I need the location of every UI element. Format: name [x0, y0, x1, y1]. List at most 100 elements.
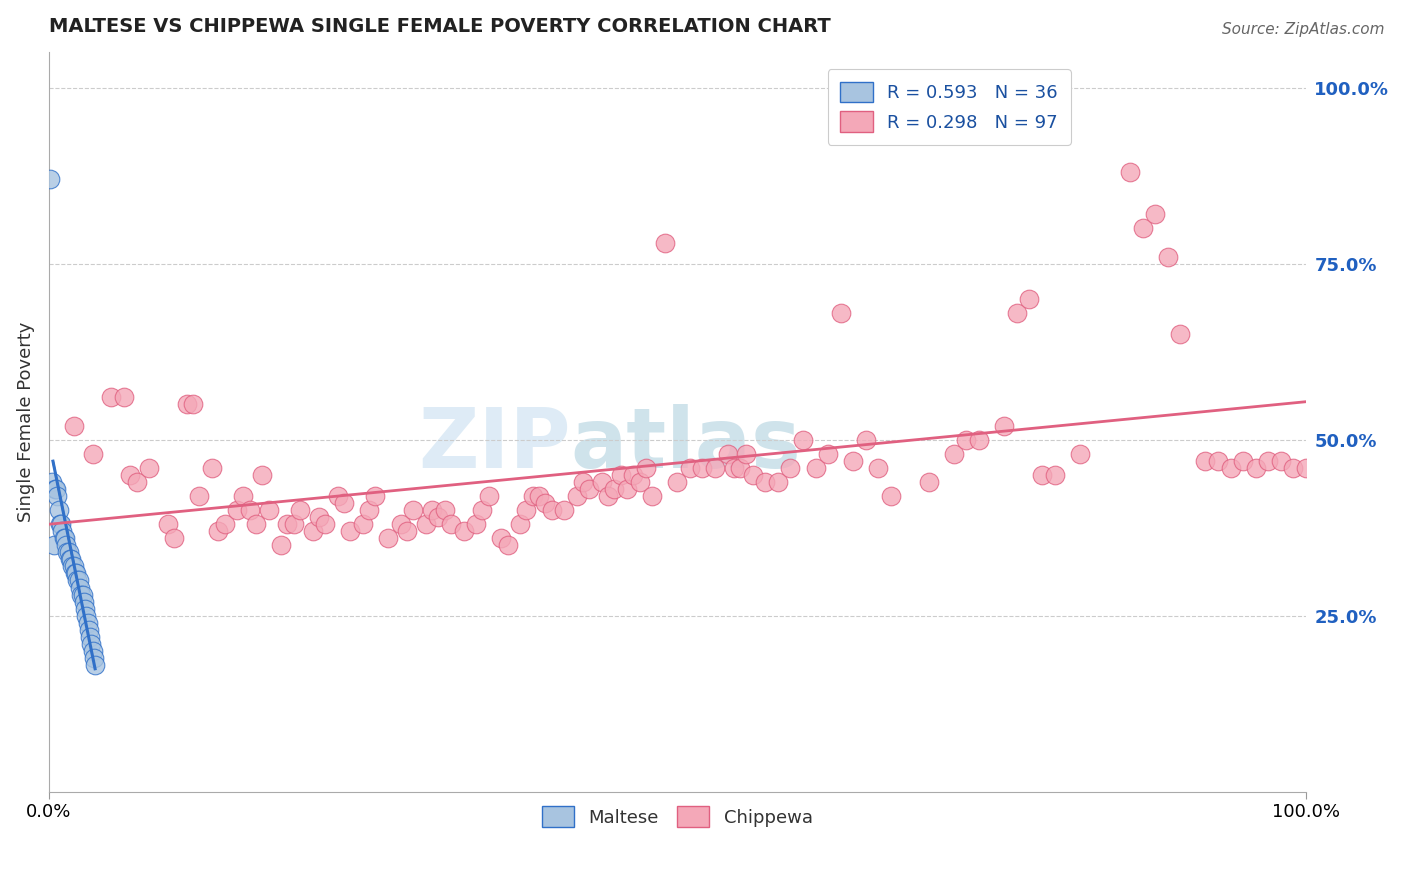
Point [53, 531, 76, 545]
Point [46, 489, 69, 503]
Point [804, 460, 827, 475]
Point [918, 475, 941, 489]
Point [377, 531, 399, 545]
Point [232, 489, 254, 503]
Point [609, 467, 631, 482]
Point [51, 524, 73, 539]
Point [1043, 467, 1066, 482]
Point [1069, 447, 1091, 461]
Point [339, 524, 361, 539]
Point [1206, 454, 1229, 468]
Text: MALTESE VS CHIPPEWA SINGLE FEMALE POVERTY CORRELATION CHART: MALTESE VS CHIPPEWA SINGLE FEMALE POVERT… [49, 17, 831, 36]
Point [49, 517, 72, 532]
Point [288, 503, 311, 517]
Point [69, 581, 91, 595]
Y-axis label: Single Female Poverty: Single Female Poverty [17, 322, 35, 523]
Point [515, 503, 537, 517]
Point [1132, 221, 1154, 235]
Point [489, 531, 512, 545]
Point [163, 531, 186, 545]
Point [314, 517, 336, 532]
Point [59, 552, 82, 566]
Point [1232, 454, 1254, 468]
Point [239, 503, 262, 517]
Point [572, 475, 595, 489]
Point [181, 397, 204, 411]
Point [55, 538, 77, 552]
Point [427, 510, 450, 524]
Point [76, 615, 98, 630]
Point [245, 517, 267, 532]
Point [67, 574, 90, 588]
Point [77, 623, 100, 637]
Point [176, 397, 198, 411]
Point [364, 489, 387, 503]
Point [641, 489, 664, 503]
Point [692, 460, 714, 475]
Point [48, 503, 70, 517]
Point [440, 517, 463, 532]
Point [120, 467, 142, 482]
Point [270, 538, 292, 552]
Point [1018, 292, 1040, 306]
Point [679, 460, 702, 475]
Point [44, 482, 66, 496]
Point [735, 447, 758, 461]
Point [82, 447, 104, 461]
Point [49, 517, 72, 532]
Point [1295, 460, 1317, 475]
Legend: Maltese, Chippewa: Maltese, Chippewa [534, 799, 820, 834]
Point [58, 545, 80, 559]
Point [553, 503, 575, 517]
Point [868, 460, 890, 475]
Point [45, 482, 67, 496]
Point [478, 489, 501, 503]
Point [276, 517, 298, 532]
Point [496, 538, 519, 552]
Point [880, 489, 903, 503]
Point [578, 482, 600, 496]
Point [766, 475, 789, 489]
Point [112, 391, 135, 405]
Point [138, 460, 160, 475]
Point [540, 503, 562, 517]
Point [80, 637, 103, 651]
Point [52, 531, 75, 545]
Point [73, 601, 96, 615]
Point [301, 524, 323, 539]
Point [723, 460, 745, 475]
Point [415, 517, 437, 532]
Point [453, 524, 475, 539]
Point [704, 460, 727, 475]
Point [534, 496, 557, 510]
Point [359, 503, 381, 517]
Point [654, 235, 676, 250]
Point [1168, 327, 1191, 342]
Point [1144, 207, 1167, 221]
Text: atlas: atlas [571, 404, 801, 484]
Point [38, 172, 60, 186]
Point [967, 433, 990, 447]
Point [82, 644, 104, 658]
Point [628, 475, 651, 489]
Point [201, 460, 224, 475]
Point [716, 447, 738, 461]
Point [993, 418, 1015, 433]
Point [666, 475, 689, 489]
Point [84, 657, 107, 672]
Point [60, 552, 83, 566]
Point [83, 651, 105, 665]
Point [565, 489, 588, 503]
Point [352, 517, 374, 532]
Point [72, 588, 94, 602]
Point [389, 517, 412, 532]
Point [842, 454, 865, 468]
Point [741, 467, 763, 482]
Point [226, 503, 249, 517]
Point [79, 630, 101, 644]
Point [62, 559, 84, 574]
Point [522, 489, 544, 503]
Point [402, 503, 425, 517]
Point [728, 460, 751, 475]
Text: Source: ZipAtlas.com: Source: ZipAtlas.com [1222, 22, 1385, 37]
